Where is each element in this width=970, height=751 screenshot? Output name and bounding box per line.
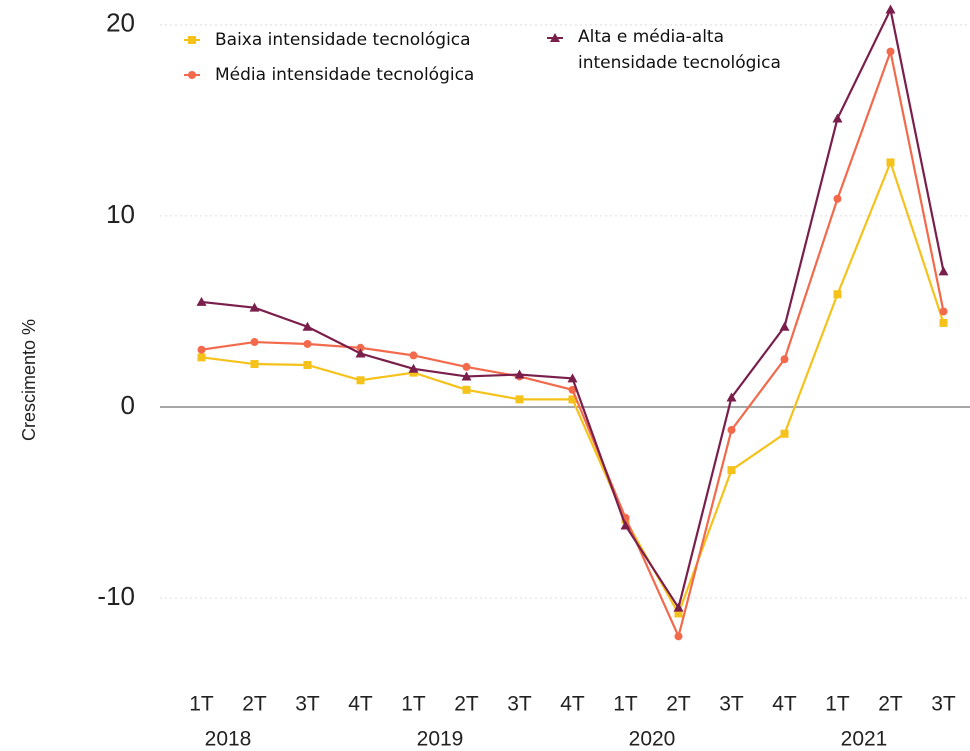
x-tick-label: 4T: [348, 693, 373, 716]
marker: [303, 339, 312, 348]
legend-label: Baixa intensidade tecnológica: [215, 30, 471, 50]
marker: [250, 360, 259, 369]
marker: [409, 351, 418, 360]
x-tick-label: 4T: [772, 693, 797, 716]
marker: [780, 429, 789, 438]
x-tick-label: 1T: [613, 693, 638, 716]
x-tick-label: 2T: [666, 693, 691, 716]
x-tick-label: 4T: [560, 693, 585, 716]
marker: [832, 113, 843, 123]
legend-label: Alta e média-alta intensidade tecnológic…: [578, 27, 781, 73]
x-tick-label: 3T: [295, 693, 320, 716]
marker: [250, 338, 259, 347]
marker: [188, 71, 196, 79]
x-group-label: 2021: [841, 728, 888, 751]
marker: [188, 36, 196, 44]
marker: [780, 355, 789, 364]
x-tick-label: 1T: [401, 693, 426, 716]
x-group-label: 2020: [629, 728, 676, 751]
y-tick-label: 10: [106, 199, 135, 229]
marker: [197, 345, 206, 354]
marker: [302, 321, 313, 331]
marker: [303, 360, 312, 369]
marker: [462, 385, 471, 394]
y-tick-label: 20: [106, 8, 135, 38]
x-tick-label: 1T: [189, 693, 214, 716]
marker: [726, 392, 737, 402]
marker: [939, 307, 948, 316]
x-group-label: 2019: [417, 728, 464, 751]
y-tick-label: -10: [97, 581, 135, 611]
marker: [249, 302, 260, 312]
marker: [462, 362, 471, 371]
x-tick-label: 3T: [507, 693, 532, 716]
marker: [197, 353, 206, 362]
marker: [674, 609, 683, 618]
x-tick-label: 2T: [242, 693, 267, 716]
y-tick-label: 0: [121, 390, 135, 420]
marker: [727, 425, 736, 434]
x-tick-label: 3T: [931, 693, 956, 716]
marker: [408, 363, 419, 373]
legend-label: Média intensidade tecnológica: [215, 65, 475, 85]
marker: [196, 296, 207, 306]
marker: [461, 371, 472, 381]
marker: [939, 318, 948, 327]
marker: [550, 33, 560, 42]
marker: [568, 385, 577, 394]
marker: [779, 321, 790, 331]
marker: [833, 194, 842, 203]
x-tick-label: 2T: [454, 693, 479, 716]
marker: [833, 290, 842, 299]
y-axis-label: Crescimento %: [19, 319, 39, 441]
x-tick-label: 3T: [719, 693, 744, 716]
marker: [568, 395, 577, 404]
marker: [886, 158, 895, 167]
marker: [515, 395, 524, 404]
marker: [355, 348, 366, 358]
marker: [727, 466, 736, 475]
marker: [885, 4, 896, 14]
x-tick-label: 2T: [878, 693, 903, 716]
marker: [938, 266, 949, 276]
marker: [886, 47, 895, 56]
x-tick-label: 1T: [825, 693, 850, 716]
marker: [567, 373, 578, 383]
marker: [514, 369, 525, 379]
x-group-label: 2018: [205, 728, 252, 751]
marker: [674, 632, 683, 641]
marker: [356, 343, 365, 352]
marker: [673, 602, 684, 612]
marker: [356, 376, 365, 385]
marker: [620, 520, 631, 530]
